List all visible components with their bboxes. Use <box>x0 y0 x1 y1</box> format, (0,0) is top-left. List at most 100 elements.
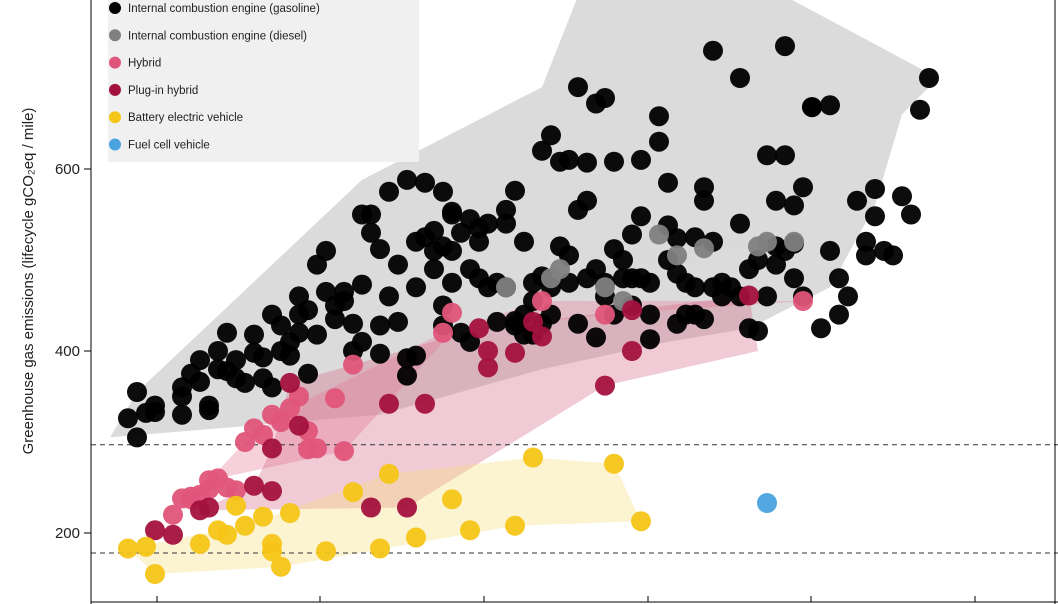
point-s0-23 <box>253 347 273 368</box>
point-s2-19 <box>307 438 327 459</box>
point-s4-23 <box>631 511 651 532</box>
legend-label-5: Fuel cell vehicle <box>128 140 210 152</box>
point-s4-22 <box>604 453 624 474</box>
point-s0-171 <box>766 190 786 211</box>
point-s0-176 <box>784 195 804 216</box>
point-s2-24 <box>442 302 462 323</box>
y-tick-label-1: 400 <box>55 343 80 360</box>
point-s0-47 <box>352 331 372 352</box>
point-s2-20 <box>325 388 345 409</box>
point-s2-0 <box>163 504 183 525</box>
point-s3-22 <box>739 285 759 306</box>
point-s0-34 <box>298 363 318 384</box>
point-s4-6 <box>226 495 246 516</box>
point-s0-191 <box>865 206 885 227</box>
point-s0-63 <box>406 345 426 366</box>
point-s0-114 <box>568 313 588 334</box>
point-s0-36 <box>307 324 327 345</box>
y-tick-label-2: 600 <box>55 161 80 178</box>
point-s3-15 <box>478 357 498 378</box>
point-s0-133 <box>631 149 651 170</box>
point-s0-53 <box>370 239 390 260</box>
legend-marker-5 <box>109 138 121 151</box>
point-s2-27 <box>793 291 813 311</box>
point-s3-6 <box>262 438 282 459</box>
point-s4-1 <box>136 536 156 557</box>
point-s0-68 <box>424 259 444 280</box>
point-s0-187 <box>838 286 858 307</box>
point-s3-4 <box>244 475 264 496</box>
data-points <box>118 36 939 584</box>
point-s0-139 <box>649 131 669 152</box>
point-s3-16 <box>505 342 525 363</box>
point-s0-13 <box>199 395 219 416</box>
point-s2-9 <box>226 480 246 501</box>
point-s0-168 <box>757 145 777 166</box>
legend-label-0: Internal combustion engine (gasoline) <box>128 3 320 15</box>
point-s2-21 <box>334 441 354 462</box>
legend-label-4: Battery electric vehicle <box>128 112 243 124</box>
point-s4-13 <box>316 541 336 562</box>
point-s3-10 <box>379 393 399 414</box>
point-s0-5 <box>145 395 165 416</box>
point-s4-18 <box>442 489 462 510</box>
point-s0-177 <box>784 268 804 289</box>
point-s0-30 <box>280 345 300 366</box>
point-s4-19 <box>460 520 480 541</box>
point-s4-14 <box>343 482 363 503</box>
point-s0-84 <box>469 231 489 252</box>
legend-marker-1 <box>109 29 121 42</box>
point-s2-25 <box>532 291 552 311</box>
point-s0-104 <box>541 125 561 146</box>
point-s0-126 <box>604 151 624 172</box>
point-s3-8 <box>289 415 309 436</box>
point-s0-115 <box>577 190 597 211</box>
point-s0-161 <box>730 68 750 88</box>
point-s0-142 <box>658 172 678 193</box>
legend-label-3: Plug-in hybrid <box>128 85 198 97</box>
point-s1-0 <box>496 277 516 298</box>
point-s4-17 <box>406 527 426 548</box>
point-s0-43 <box>334 291 354 311</box>
legend-marker-0 <box>109 2 121 14</box>
point-s0-102 <box>532 140 552 161</box>
point-s0-155 <box>703 40 723 61</box>
legend-label-1: Internal combustion engine (diesel) <box>128 30 307 42</box>
point-s1-6 <box>667 245 687 266</box>
point-s3-17 <box>523 311 543 332</box>
legend-marker-3 <box>109 83 121 96</box>
point-s0-25 <box>262 377 282 398</box>
point-s0-54 <box>379 181 399 202</box>
point-s0-121 <box>595 88 615 108</box>
point-s0-21 <box>244 324 264 345</box>
point-s0-2 <box>127 382 147 402</box>
legend-label-2: Hybrid <box>128 58 161 70</box>
point-s1-9 <box>757 231 777 252</box>
point-s0-96 <box>514 231 534 252</box>
legend-background <box>108 0 419 162</box>
point-s0-188 <box>847 190 867 211</box>
y-axis-label: Greenhouse gas emissions (lifecycle gCO₂… <box>20 108 37 455</box>
point-s0-20 <box>235 372 255 393</box>
point-s4-10 <box>262 541 282 562</box>
point-s0-138 <box>649 106 669 127</box>
point-s0-186 <box>829 268 849 289</box>
point-s3-5 <box>262 481 282 502</box>
point-s3-20 <box>622 300 642 321</box>
point-s0-94 <box>505 180 525 201</box>
point-s0-33 <box>289 322 309 343</box>
point-s0-28 <box>271 315 291 336</box>
point-s0-56 <box>388 311 408 332</box>
point-s3-21 <box>622 341 642 361</box>
point-s0-184 <box>820 95 840 116</box>
point-s4-2 <box>145 564 165 584</box>
point-s0-137 <box>640 329 660 350</box>
point-s0-135 <box>640 304 660 325</box>
point-s0-72 <box>433 181 453 202</box>
point-s0-15 <box>208 341 228 361</box>
point-s0-55 <box>379 286 399 307</box>
y-ticks: 200 400 600 <box>55 161 91 542</box>
point-s1-10 <box>784 231 804 252</box>
point-s0-178 <box>793 177 813 198</box>
point-s1-2 <box>550 259 570 280</box>
